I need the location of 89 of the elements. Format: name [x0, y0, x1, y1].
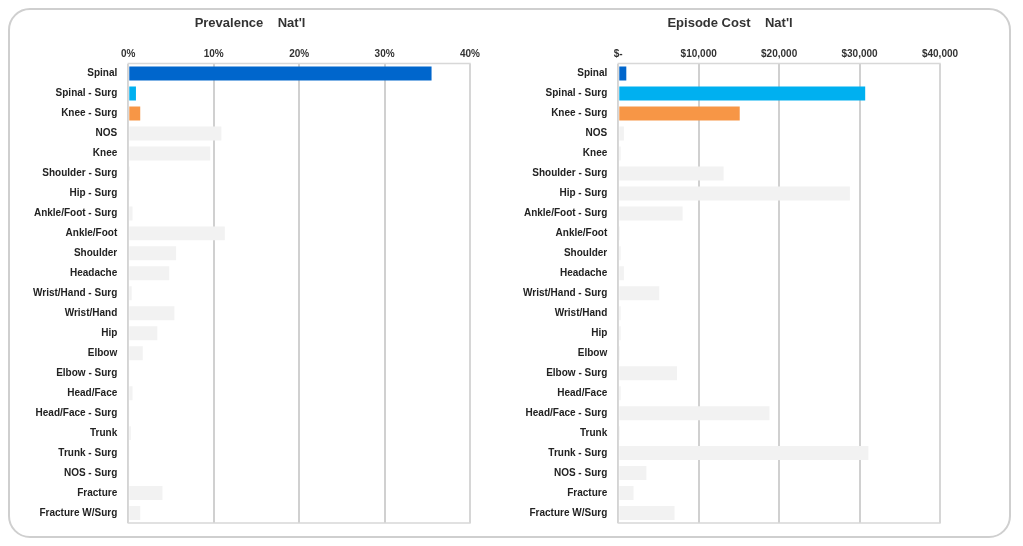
- y-tick-label: Ankle/Foot - Surg: [33, 207, 118, 219]
- y-tick-label: Ankle/Foot: [555, 227, 608, 239]
- bar: [619, 186, 850, 201]
- bar: [129, 126, 222, 141]
- bar: [619, 366, 677, 381]
- bar: [619, 486, 634, 501]
- bar: [129, 206, 133, 221]
- y-tick-label: Spinal: [577, 67, 608, 79]
- y-tick-label: Fracture W/Surg: [39, 506, 118, 518]
- bar: [129, 286, 132, 301]
- bar: [619, 406, 770, 421]
- y-tick-label: Headache: [70, 267, 118, 279]
- y-tick-label: Head/Face - Surg: [525, 406, 608, 418]
- x-tick-label: $-: [613, 48, 623, 60]
- y-tick-label: Head/Face: [67, 386, 118, 398]
- bar: [129, 326, 158, 341]
- x-tick-label: $10,000: [680, 48, 718, 60]
- bar: [129, 386, 133, 401]
- bar: [129, 146, 211, 161]
- bar: [129, 266, 170, 281]
- y-tick-label: Fracture W/Surg: [529, 506, 608, 518]
- x-tick-label: $30,000: [841, 48, 879, 60]
- bar: [129, 66, 432, 81]
- bar: [619, 506, 675, 520]
- y-tick-label: Spinal: [87, 67, 118, 79]
- bar: [619, 266, 624, 281]
- y-tick-label: Trunk - Surg: [548, 446, 608, 458]
- y-tick-label: Shoulder: [73, 247, 118, 259]
- y-tick-label: Knee - Surg: [61, 107, 118, 119]
- y-tick-label: Head/Face: [557, 386, 608, 398]
- chart-title: Episode Cost Nat'l: [667, 15, 793, 31]
- y-tick-label: Trunk: [90, 426, 118, 438]
- bar: [129, 226, 225, 241]
- x-tick-label: 0%: [121, 48, 136, 60]
- bar: [619, 206, 683, 221]
- y-tick-label: Trunk: [580, 426, 608, 438]
- bar: [619, 106, 740, 121]
- y-tick-label: Knee - Surg: [551, 107, 608, 119]
- y-tick-label: Spinal - Surg: [55, 87, 118, 99]
- bar: [129, 306, 175, 321]
- x-tick-label: $40,000: [921, 48, 959, 60]
- y-tick-label: Spinal - Surg: [545, 87, 608, 99]
- bar: [129, 346, 143, 361]
- x-tick-label: 30%: [374, 48, 395, 60]
- y-tick-label: Knee: [582, 147, 608, 159]
- bar: [619, 466, 647, 481]
- bar: [129, 106, 141, 121]
- y-tick-label: NOS: [585, 127, 608, 139]
- y-tick-label: Hip: [591, 327, 608, 338]
- chart-title: Prevalence Nat'l: [194, 15, 306, 31]
- y-tick-label: Wrist/Hand: [64, 307, 118, 319]
- bar: [129, 86, 136, 101]
- y-tick-label: NOS - Surg: [553, 466, 608, 478]
- bar: [129, 246, 177, 261]
- bar: [619, 286, 660, 301]
- bar: [619, 126, 624, 141]
- y-tick-label: Elbow - Surg: [546, 366, 608, 378]
- y-tick-label: Elbow - Surg: [56, 366, 118, 378]
- y-tick-label: Wrist/Hand: [554, 307, 608, 319]
- bar: [619, 446, 869, 461]
- y-tick-label: NOS - Surg: [63, 466, 118, 478]
- x-tick-label: 20%: [289, 48, 310, 60]
- y-tick-label: Hip - Surg: [69, 187, 118, 199]
- y-tick-label: Trunk - Surg: [58, 446, 118, 458]
- y-tick-label: Elbow: [87, 346, 118, 358]
- y-tick-label: Hip: [101, 327, 118, 338]
- x-tick-label: 10%: [203, 48, 224, 60]
- bar: [619, 86, 866, 101]
- y-tick-label: Fracture: [567, 486, 608, 498]
- y-tick-label: Fracture: [77, 486, 118, 498]
- y-tick-label: Wrist/Hand - Surg: [33, 287, 118, 299]
- bar: [129, 486, 163, 501]
- y-tick-label: Shoulder: [563, 247, 608, 259]
- y-tick-label: Shoulder - Surg: [532, 167, 608, 179]
- y-tick-label: Elbow: [577, 346, 608, 358]
- y-tick-label: Head/Face - Surg: [35, 406, 118, 418]
- y-tick-label: Ankle/Foot - Surg: [523, 207, 608, 219]
- x-tick-label: 40%: [459, 48, 481, 60]
- bar: [619, 166, 724, 181]
- y-tick-label: Wrist/Hand - Surg: [523, 287, 608, 299]
- x-tick-label: $20,000: [761, 48, 798, 60]
- y-tick-label: Headache: [560, 267, 608, 279]
- bar: [619, 66, 627, 81]
- y-tick-label: Knee: [92, 147, 118, 159]
- y-tick-label: Shoulder - Surg: [42, 167, 118, 179]
- y-tick-label: Ankle/Foot: [65, 227, 118, 239]
- y-tick-label: Hip - Surg: [559, 187, 608, 199]
- bar: [129, 506, 141, 520]
- y-tick-label: NOS: [95, 127, 118, 139]
